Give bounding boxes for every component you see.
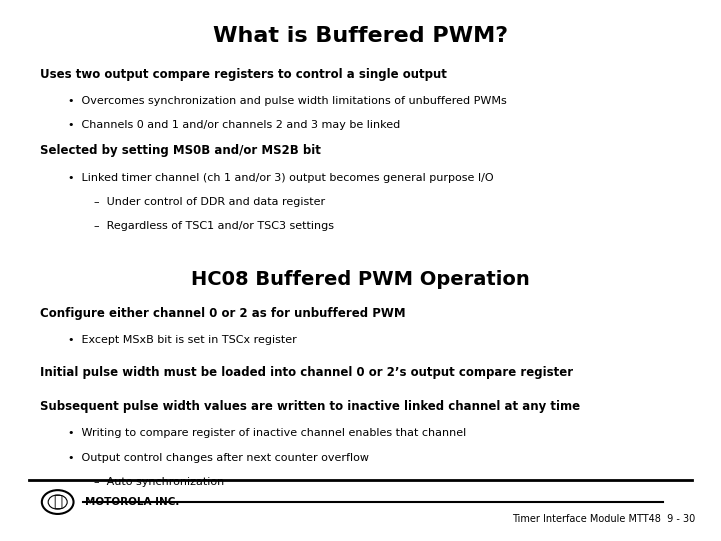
Text: •  Linked timer channel (ch 1 and/or 3) output becomes general purpose I/O: • Linked timer channel (ch 1 and/or 3) o… xyxy=(68,173,494,182)
Text: •  Writing to compare register of inactive channel enables that channel: • Writing to compare register of inactiv… xyxy=(68,428,466,438)
Text: –  Under control of DDR and data register: – Under control of DDR and data register xyxy=(94,197,325,207)
Text: MOTOROLA INC.: MOTOROLA INC. xyxy=(85,497,180,507)
Text: HC08 Buffered PWM Operation: HC08 Buffered PWM Operation xyxy=(191,270,530,289)
Text: •  Output control changes after next counter overflow: • Output control changes after next coun… xyxy=(68,453,369,463)
Text: Uses two output compare registers to control a single output: Uses two output compare registers to con… xyxy=(40,68,446,81)
Text: Initial pulse width must be loaded into channel 0 or 2’s output compare register: Initial pulse width must be loaded into … xyxy=(40,366,572,379)
Text: –  Auto synchronization: – Auto synchronization xyxy=(94,477,224,487)
Text: Timer Interface Module MTT48  9 - 30: Timer Interface Module MTT48 9 - 30 xyxy=(513,514,696,524)
Text: Ⓜ: Ⓜ xyxy=(53,494,62,510)
Text: Configure either channel 0 or 2 as for unbuffered PWM: Configure either channel 0 or 2 as for u… xyxy=(40,307,405,320)
Text: •  Overcomes synchronization and pulse width limitations of unbuffered PWMs: • Overcomes synchronization and pulse wi… xyxy=(68,96,508,105)
Text: Selected by setting MS0B and/or MS2B bit: Selected by setting MS0B and/or MS2B bit xyxy=(40,144,321,157)
Text: What is Buffered PWM?: What is Buffered PWM? xyxy=(213,26,508,46)
Text: •  Channels 0 and 1 and/or channels 2 and 3 may be linked: • Channels 0 and 1 and/or channels 2 and… xyxy=(68,120,401,130)
Text: •  Except MSxB bit is set in TSCx register: • Except MSxB bit is set in TSCx registe… xyxy=(68,335,297,345)
Text: –  Regardless of TSC1 and/or TSC3 settings: – Regardless of TSC1 and/or TSC3 setting… xyxy=(94,221,334,231)
Text: Subsequent pulse width values are written to inactive linked channel at any time: Subsequent pulse width values are writte… xyxy=(40,400,580,413)
